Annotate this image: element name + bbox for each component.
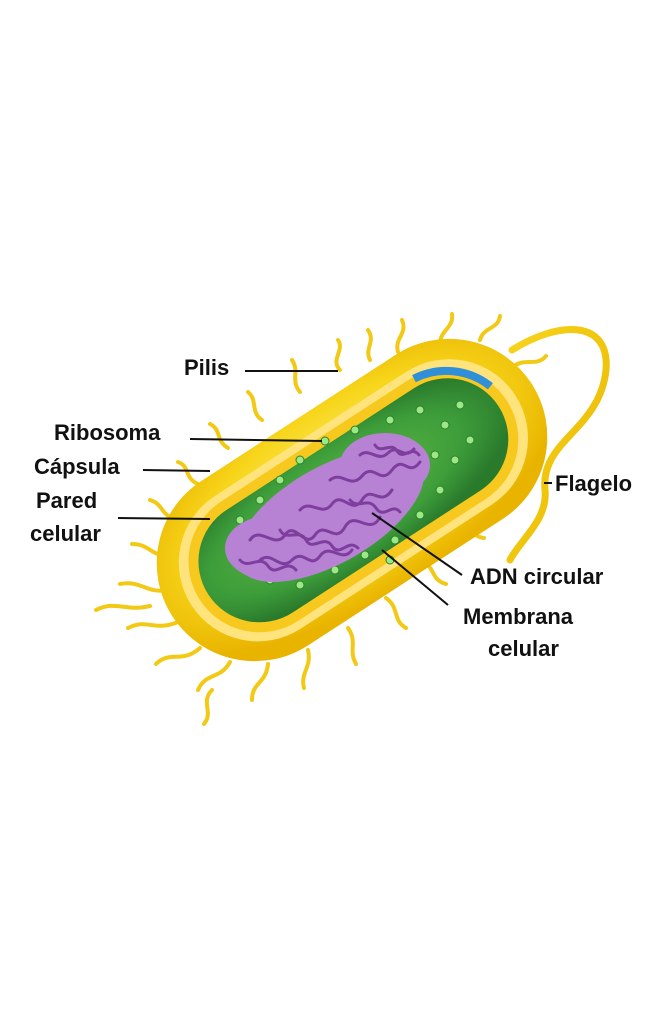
label-pared-line1: Pared [36,488,97,513]
leader-capsula [142,469,211,472]
leader-ribosoma [189,438,323,442]
leader-pared [117,517,211,520]
label-flagelo: Flagelo [555,471,632,496]
leader-adn [371,512,463,576]
label-adn-circular: ADN circular [470,564,604,589]
circular-dna [225,433,430,582]
label-ribosoma: Ribosoma [54,420,161,445]
label-pared-line2: celular [30,521,101,546]
leader-membrana [381,549,449,606]
label-membrana-line1: Membrana [463,604,574,629]
flagellum [506,326,610,564]
label-pilis: Pilis [184,355,229,380]
membrane-edge [412,366,493,390]
label-capsula: Cápsula [34,454,120,479]
label-membrana-line2: celular [488,636,559,661]
leader-lines [117,370,552,606]
